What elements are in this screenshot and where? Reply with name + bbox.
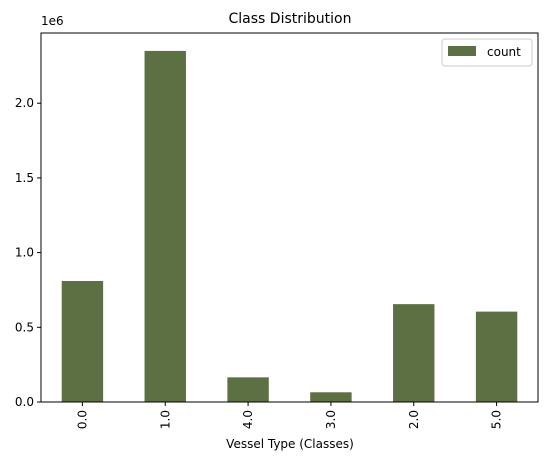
y-tick-label: 0.0 — [15, 395, 34, 409]
x-tick-label: 1.0 — [158, 410, 172, 429]
x-tick-label: 3.0 — [324, 410, 338, 429]
y-offset-label: 1e6 — [41, 14, 64, 28]
x-axis: 0.0 1.0 4.0 3.0 2.0 5.0 — [75, 402, 504, 429]
x-axis-label: Vessel Type (Classes) — [226, 437, 354, 451]
y-tick-label: 0.5 — [15, 320, 34, 334]
plot-frame — [40, 32, 539, 403]
bar-3.0 — [310, 392, 352, 402]
bars — [61, 50, 518, 402]
x-tick-label: 5.0 — [490, 410, 504, 429]
chart-title: Class Distribution — [229, 11, 352, 27]
y-axis: 0.0 0.5 1.0 1.5 2.0 — [15, 96, 41, 409]
x-tick-label: 0.0 — [75, 410, 89, 429]
bar-1.0 — [144, 50, 186, 402]
y-tick-label: 1.0 — [15, 246, 34, 260]
bar-4.0 — [227, 377, 269, 402]
bar-5.0 — [475, 311, 518, 402]
y-tick-label: 1.5 — [15, 171, 34, 185]
bar-0.0 — [61, 280, 104, 402]
x-tick-label: 4.0 — [241, 410, 255, 429]
y-tick-label: 2.0 — [15, 96, 34, 110]
legend: count — [441, 38, 533, 67]
bar-2.0 — [393, 304, 435, 402]
x-tick-label: 2.0 — [407, 410, 421, 429]
legend-frame — [441, 38, 533, 67]
legend-label-count: count — [487, 45, 521, 59]
legend-swatch — [448, 46, 476, 56]
